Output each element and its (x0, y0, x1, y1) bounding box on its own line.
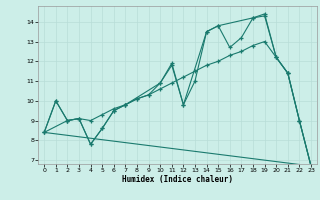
X-axis label: Humidex (Indice chaleur): Humidex (Indice chaleur) (122, 175, 233, 184)
